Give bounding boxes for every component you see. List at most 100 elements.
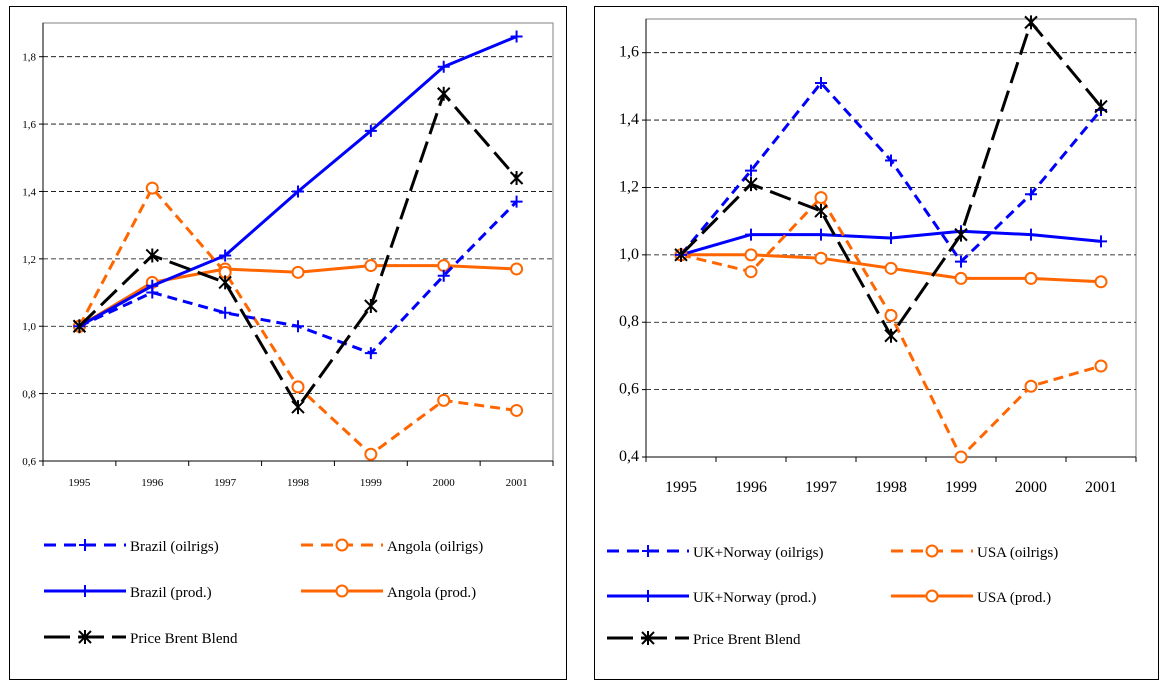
chart1-data-point — [814, 191, 828, 205]
chart0-data-point — [72, 319, 87, 334]
chart1-data-point — [815, 77, 827, 90]
chart0-plot-area — [42, 22, 554, 462]
chart1-data-point — [955, 255, 967, 268]
chart0-legend-marker — [335, 538, 349, 552]
chart1-data-point — [1024, 15, 1038, 30]
chart1-legend-marker — [925, 589, 939, 603]
chart0-data-point — [145, 181, 159, 195]
chart0-data-point — [364, 447, 378, 461]
chart0-data-point — [292, 185, 304, 198]
chart0-legend-item: Brazil (oilrigs) — [44, 539, 219, 555]
chart0-data-point — [437, 60, 450, 73]
chart0-series-4 — [72, 86, 524, 415]
chart1-data-point — [884, 308, 898, 322]
chart0-legend-item: Angola (oilrigs) — [301, 538, 483, 555]
chart1-x-tick-label: 2001 — [1085, 479, 1117, 496]
chart1-legend-item: UK+Norway (oilrigs) — [607, 545, 824, 561]
chart1-data-point — [744, 248, 758, 262]
chart1-legend-item: USA (oilrigs) — [891, 544, 1058, 561]
chart1-x-tick-label: 1997 — [805, 479, 837, 496]
chart0-data-point — [437, 393, 451, 407]
chart1-legend: UK+Norway (oilrigs) USA (oilrigs) UK+Norwa… — [607, 544, 1058, 648]
chart1-x-tick-label: 1995 — [665, 479, 697, 496]
chart1-data-point — [745, 164, 757, 177]
chart0-series-0 — [73, 195, 523, 360]
chart1-data-point — [1094, 359, 1108, 373]
chart1-legend-marker — [925, 544, 939, 558]
chart1-legend-label: UK+Norway (prod.) — [693, 590, 816, 606]
chart1-y-tick-label: 0,4 — [619, 448, 639, 465]
chart0-data-point — [291, 380, 305, 394]
chart0-legend-item: Brazil (prod.) — [44, 585, 212, 601]
chart1-legend-marker — [642, 590, 654, 602]
chart1-data-point — [884, 261, 898, 275]
chart0-data-point — [291, 400, 305, 415]
chart0-legend-item: Angola (prod.) — [301, 584, 476, 601]
chart1-y-tick-label: 1,4 — [619, 111, 639, 128]
chart0-y-tick-label: 1,4 — [22, 186, 36, 198]
chart1-data-point — [1094, 99, 1108, 114]
chart1-data-point — [1024, 379, 1038, 393]
chart0-x-tick-label: 1995 — [68, 477, 91, 489]
chart1-data-point — [745, 228, 757, 241]
chart0-x-tick-label: 1999 — [360, 477, 383, 489]
chart1-data-point — [885, 154, 897, 167]
chart1-data-point — [1024, 271, 1038, 285]
chart1-data-point — [1025, 188, 1037, 201]
chart0-y-tick-label: 1,8 — [22, 52, 36, 64]
chart1-x-tick-label: 1996 — [735, 479, 767, 496]
chart1-legend-marker — [642, 545, 654, 557]
chart0-x-tick-label: 1998 — [287, 477, 310, 489]
chart0-y-tick-label: 0,6 — [22, 456, 36, 468]
chart0-legend-label: Brazil (prod.) — [130, 585, 212, 601]
chart1-legend-item: UK+Norway (prod.) — [607, 590, 816, 606]
chart0-data-point — [509, 170, 524, 185]
chart0-y-tick-label: 1,2 — [22, 254, 36, 266]
chart1-x-tick-label: 1998 — [875, 479, 907, 496]
chart0-legend-label: Brazil (oilrigs) — [130, 539, 219, 555]
chart1-data-point — [1095, 235, 1107, 248]
chart0-legend-label: Angola (prod.) — [387, 585, 476, 601]
chart0-legend: Brazil (oilrigs) Angola (oilrigs) Brazil (… — [44, 538, 483, 647]
chart1-data-point — [954, 227, 968, 242]
chart0-data-point — [364, 259, 378, 273]
chart0-data-point — [146, 286, 159, 299]
chart0-legend-label: Angola (oilrigs) — [387, 539, 483, 555]
chart0-data-point — [145, 248, 159, 263]
chart1-legend-item: Price Brent Blend — [607, 631, 801, 648]
chart1-data-point — [744, 177, 758, 192]
chart1-data-point — [1025, 228, 1037, 241]
chart1-y-tick-label: 0,8 — [619, 313, 639, 330]
chart1-data-point — [744, 265, 758, 279]
right-line-chart: 0,4 0,6 0,8 1,0 1,2 1,4 1,6 1995 1996 1997 1998 199… — [607, 15, 1137, 648]
left-chart-panel: 0,6 0,8 1,0 1,2 1,4 1,6 1,8 1995 1996 1997 1998 199… — [9, 6, 567, 680]
chart1-data-point — [885, 232, 897, 244]
chart1-legend-label: UK+Norway (oilrigs) — [693, 545, 824, 561]
chart1-data-point — [954, 450, 968, 464]
chart1-data-point — [884, 328, 898, 343]
chart0-data-point — [510, 195, 523, 208]
chart1-data-point — [814, 204, 828, 219]
chart0-y-tick-label: 1,0 — [22, 321, 36, 333]
chart0-data-point — [510, 262, 524, 276]
chart0-data-point — [437, 86, 451, 101]
chart1-x-tick-label: 1999 — [945, 479, 977, 496]
chart0-data-point — [437, 259, 451, 273]
chart0-data-point — [219, 249, 232, 262]
chart1-data-point — [954, 271, 968, 285]
chart1-data-point — [815, 228, 827, 241]
chart1-y-tick-label: 1,2 — [619, 178, 639, 195]
chart0-x-tick-label: 1997 — [214, 477, 237, 489]
chart0-x-tick-label: 1996 — [141, 477, 164, 489]
chart0-data-point — [218, 275, 232, 290]
chart0-data-point — [364, 347, 377, 360]
chart1-data-point — [674, 247, 688, 262]
chart0-legend-marker — [78, 630, 92, 644]
chart1-legend-item: USA (prod.) — [891, 589, 1051, 606]
chart0-data-point — [364, 124, 377, 137]
chart0-legend-label: Price Brent Blend — [130, 631, 238, 647]
chart1-legend-marker — [641, 631, 655, 645]
chart1-series-0 — [675, 77, 1107, 268]
chart1-data-point — [1094, 275, 1108, 289]
chart0-legend-marker — [79, 585, 91, 597]
